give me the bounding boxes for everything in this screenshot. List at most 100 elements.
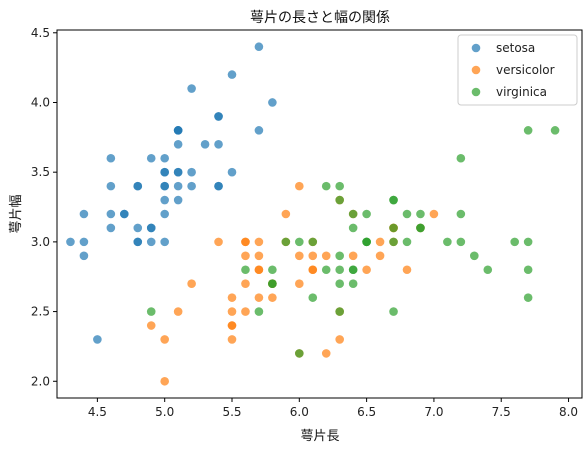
data-point: [295, 349, 304, 358]
data-point: [295, 237, 304, 247]
y-tick-label: 4.5: [31, 26, 50, 40]
data-point: [241, 251, 250, 261]
data-point: [120, 209, 129, 219]
y-tick-label: 3.5: [31, 165, 50, 179]
data-point: [268, 279, 277, 289]
data-point: [321, 181, 331, 191]
data-point: [348, 209, 358, 219]
data-point: [241, 307, 250, 316]
data-point: [348, 251, 358, 261]
data-point: [66, 237, 75, 247]
data-point: [335, 181, 344, 191]
data-point: [375, 237, 385, 247]
y-axis-title: 萼片幅: [9, 194, 24, 233]
data-point: [254, 251, 264, 261]
data-point: [227, 321, 237, 330]
legend-marker: [471, 87, 481, 97]
data-point: [470, 251, 479, 261]
data-point: [160, 376, 169, 386]
data-point: [348, 265, 358, 275]
data-point: [227, 307, 237, 316]
data-point: [335, 251, 344, 261]
data-point: [362, 265, 371, 275]
data-point: [268, 98, 277, 107]
data-point: [362, 237, 371, 247]
data-point: [160, 153, 169, 163]
data-point: [160, 181, 169, 191]
data-point: [402, 237, 412, 247]
x-tick-label: 6.0: [290, 405, 309, 419]
data-point: [214, 181, 223, 191]
data-point: [227, 70, 237, 79]
legend-label: versicolor: [496, 63, 555, 77]
series-setosa: [66, 42, 277, 344]
data-point: [160, 237, 169, 247]
data-point: [335, 335, 344, 344]
data-point: [254, 126, 264, 135]
series-virginica: [146, 126, 560, 358]
data-point: [160, 335, 169, 344]
data-point: [187, 181, 196, 191]
data-point: [389, 195, 398, 205]
data-point: [308, 251, 318, 261]
x-tick-label: 7.0: [424, 405, 443, 419]
data-point: [254, 307, 264, 316]
x-axis-title: 萼片長: [300, 429, 339, 444]
data-point: [187, 279, 196, 289]
data-point: [173, 307, 183, 316]
data-point: [523, 293, 533, 302]
data-point: [321, 265, 331, 275]
legend-label: setosa: [496, 41, 535, 55]
data-point: [187, 167, 196, 177]
data-point: [254, 237, 264, 247]
data-point: [106, 153, 116, 163]
data-point: [173, 195, 183, 205]
y-tick-label: 2.5: [31, 305, 50, 319]
data-point: [187, 84, 196, 93]
legend-marker: [471, 65, 481, 75]
data-point: [146, 237, 156, 247]
data-point: [268, 293, 277, 302]
data-point: [214, 112, 223, 121]
data-point: [308, 293, 318, 302]
data-point: [173, 181, 183, 191]
data-point: [146, 307, 156, 316]
data-point: [146, 223, 156, 233]
x-tick-label: 7.5: [492, 405, 511, 419]
data-point: [133, 237, 143, 247]
x-axis-ticks: 4.5 5.0 5.5 6.0 6.5 7.0 7.5 8.0: [88, 398, 578, 419]
data-point: [510, 237, 519, 247]
data-point: [241, 237, 250, 247]
data-point: [173, 140, 183, 149]
x-tick-label: 6.5: [357, 405, 376, 419]
data-point: [173, 126, 183, 135]
data-point: [133, 223, 143, 233]
data-point: [281, 209, 291, 219]
y-tick-label: 3.0: [31, 235, 50, 249]
data-point: [160, 209, 169, 219]
data-point: [268, 265, 277, 275]
data-point: [106, 223, 116, 233]
data-point: [93, 335, 102, 344]
data-point: [241, 265, 250, 275]
data-point: [146, 153, 156, 163]
data-point: [308, 237, 318, 247]
data-point: [456, 153, 466, 163]
data-point: [375, 251, 385, 261]
data-point: [133, 181, 143, 191]
data-point: [402, 265, 412, 275]
data-point: [456, 209, 466, 219]
data-point: [254, 293, 264, 302]
y-tick-label: 4.0: [31, 95, 50, 109]
data-point: [295, 181, 304, 191]
data-point: [295, 279, 304, 289]
data-point: [335, 279, 344, 289]
data-point: [321, 349, 331, 358]
data-point: [550, 126, 560, 135]
data-point: [416, 209, 425, 219]
data-point: [483, 265, 493, 275]
data-point: [106, 209, 116, 219]
data-point: [416, 223, 425, 233]
data-point: [321, 251, 331, 261]
data-point: [146, 321, 156, 330]
